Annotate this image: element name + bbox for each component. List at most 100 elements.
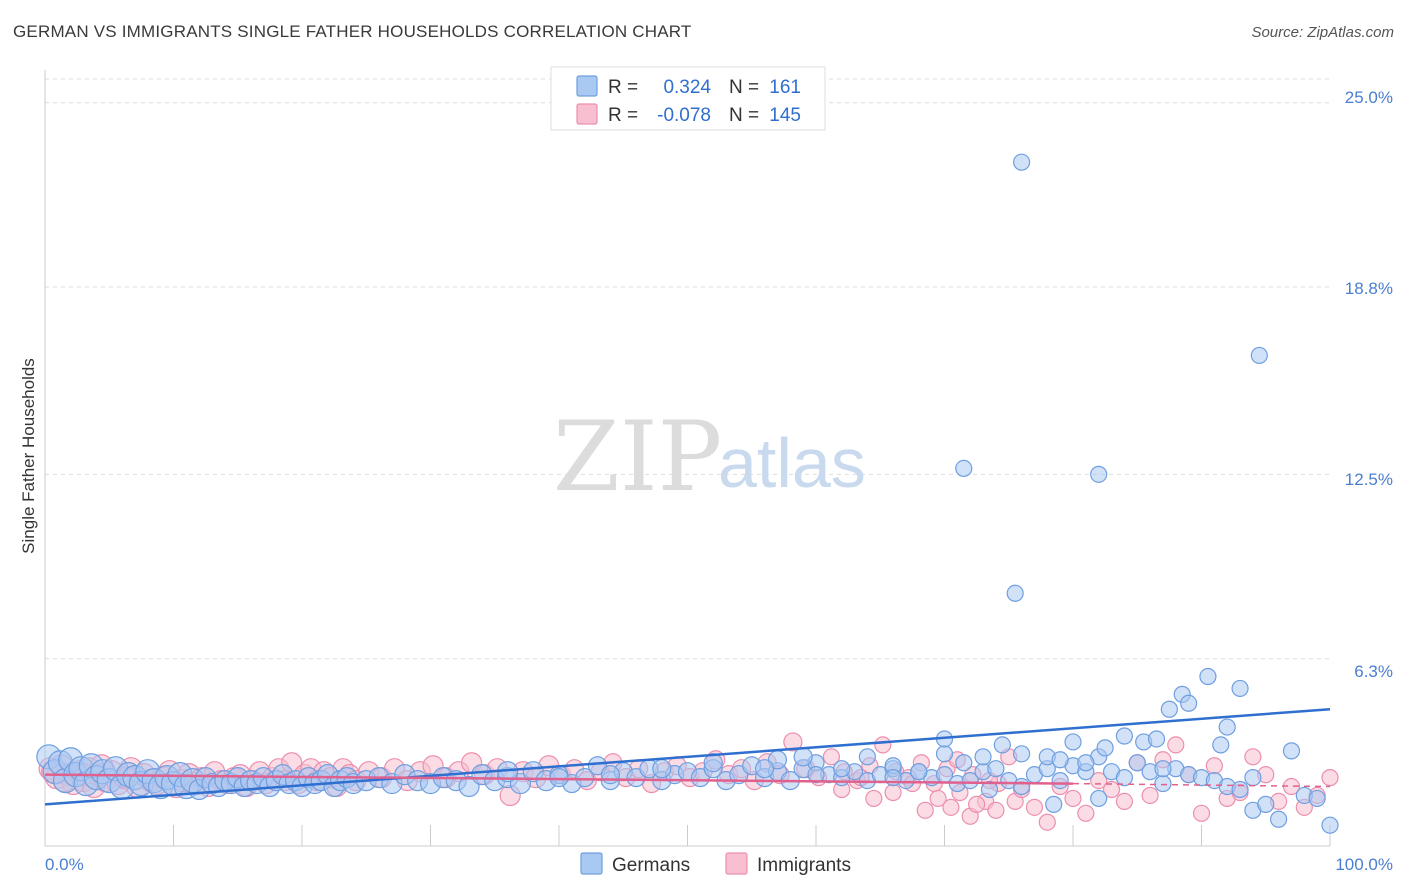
germans-point-109: [1115, 769, 1134, 787]
germans-point-140: [1160, 700, 1178, 718]
germans-point-158: [1006, 584, 1024, 602]
germans-point-125: [910, 763, 928, 781]
immigrants-point-133: [1244, 748, 1262, 766]
germans-point-145: [1218, 718, 1236, 736]
y-tick-label-12-5: 12.5%: [1345, 470, 1393, 489]
legend-r-value-immigrants: -0.078: [657, 105, 711, 126]
germans-point-118: [1231, 780, 1249, 799]
y-tick-label-25-0: 25.0%: [1345, 88, 1393, 107]
germans-point-146: [1231, 679, 1249, 698]
germans-point-156: [955, 459, 973, 478]
immigrants-trend-line: [44, 773, 1074, 785]
germans-point-157: [1090, 465, 1108, 483]
germans-point-126: [935, 745, 954, 763]
immigrants-point-121: [1090, 771, 1108, 790]
immigrants-point-106: [929, 789, 947, 808]
legend-r-label-immigrants: R =: [608, 105, 638, 126]
germans-point-123: [858, 748, 877, 766]
germans-point-159: [1090, 789, 1108, 808]
immigrants-point-105: [916, 801, 934, 819]
axes-layer: [44, 70, 1331, 847]
germans-point-104: [1051, 771, 1069, 790]
germans-point-149: [1269, 810, 1288, 828]
legend-n-label-immigrants: N =: [729, 105, 759, 126]
legend-r-label-germans: R =: [608, 77, 638, 98]
germans-point-139: [1154, 760, 1172, 778]
immigrants-point-130: [1205, 757, 1223, 775]
germans-point-161: [1045, 795, 1063, 813]
y-tick-label-6-3: 6.3%: [1354, 662, 1393, 681]
legend-top: R = 0.324 N = 161 R = -0.078 N = 145: [550, 66, 826, 131]
germans-point-138: [1147, 730, 1166, 748]
immigrants-point-90: [874, 736, 892, 754]
germans-point-165: [754, 759, 775, 779]
germans-point-168: [600, 765, 621, 785]
watermark: ZIP atlas: [553, 401, 866, 513]
immigrants-point-112: [987, 801, 1005, 819]
germans-point-121: [793, 747, 813, 767]
germans-point-130: [1012, 745, 1031, 763]
germans-point-150: [1282, 742, 1301, 760]
chart-source: Source: ZipAtlas.com: [1251, 24, 1394, 41]
germans-points: [36, 153, 1339, 834]
germans-point-129: [993, 736, 1011, 754]
watermark-atlas-text: atlas: [718, 424, 866, 502]
bottom-legend-label-immigrants: Immigrants: [757, 855, 851, 876]
immigrants-point-139: [1321, 769, 1339, 787]
germans-point-152: [1308, 789, 1326, 808]
legend-n-label-germans: N =: [729, 77, 759, 98]
germans-point-97: [961, 771, 979, 790]
immigrants-point-119: [1064, 789, 1082, 808]
germans-point-142: [1180, 694, 1198, 712]
x-tick-label-max: 100.0%: [1335, 855, 1393, 874]
germans-point-127: [955, 754, 973, 772]
germans-trend-line: [44, 707, 1331, 806]
germans-point-112: [1154, 774, 1172, 793]
germans-point-134: [1077, 754, 1095, 772]
immigrants-point-127: [1167, 736, 1185, 754]
germans-point-119: [1244, 769, 1262, 787]
immigrants-point-125: [1141, 786, 1159, 805]
grid-layer: [45, 78, 1330, 660]
germans-point-122: [833, 760, 851, 778]
immigrants-point-122: [1102, 780, 1121, 799]
germans-point-110: [1128, 754, 1146, 772]
germans-point-160: [980, 780, 999, 799]
germans-point-144: [1212, 736, 1230, 754]
legend-n-value-immigrants: 145: [769, 105, 801, 126]
legend-bottom: Germans Immigrants: [580, 852, 851, 876]
germans-point-128: [974, 748, 992, 766]
bottom-legend-swatch-immigrants: [725, 852, 748, 875]
germans-point-132: [1051, 751, 1069, 769]
bottom-legend-label-germans: Germans: [612, 855, 690, 876]
x-tick-label-min: 0.0%: [45, 855, 84, 874]
immigrants-point-86: [822, 748, 841, 766]
immigrants-point-116: [1025, 798, 1044, 816]
legend-swatch-immigrants: [576, 103, 598, 125]
y-tick-label-18-8: 18.8%: [1345, 279, 1393, 298]
immigrants-point-120: [1077, 804, 1095, 822]
watermark-zip-text: ZIP: [553, 401, 722, 513]
immigrants-point-102: [865, 789, 883, 808]
germans-point-148: [1257, 795, 1275, 813]
germans-point-99: [987, 760, 1005, 778]
immigrants-point-117: [1038, 813, 1056, 831]
immigrants-point-129: [1192, 804, 1211, 822]
germans-point-136: [1115, 727, 1134, 745]
germans-point-67: [575, 768, 595, 788]
germans-point-155: [1250, 346, 1268, 365]
germans-point-133: [1064, 733, 1082, 751]
chart-title: GERMAN VS IMMIGRANTS SINGLE FATHER HOUSE…: [13, 22, 692, 41]
germans-point-164: [807, 766, 825, 784]
y-axis-title: Single Father Households: [19, 358, 38, 554]
germans-point-154: [1012, 153, 1031, 171]
bottom-legend-swatch-germans: [580, 852, 603, 875]
immigrants-point-123: [1115, 792, 1134, 811]
immigrants-point-110: [968, 795, 986, 813]
germans-point-143: [1199, 667, 1217, 686]
germans-point-169: [549, 768, 569, 788]
germans-point-167: [652, 759, 672, 779]
immigrants-point-103: [884, 783, 902, 802]
trend-lines: [44, 707, 1331, 806]
